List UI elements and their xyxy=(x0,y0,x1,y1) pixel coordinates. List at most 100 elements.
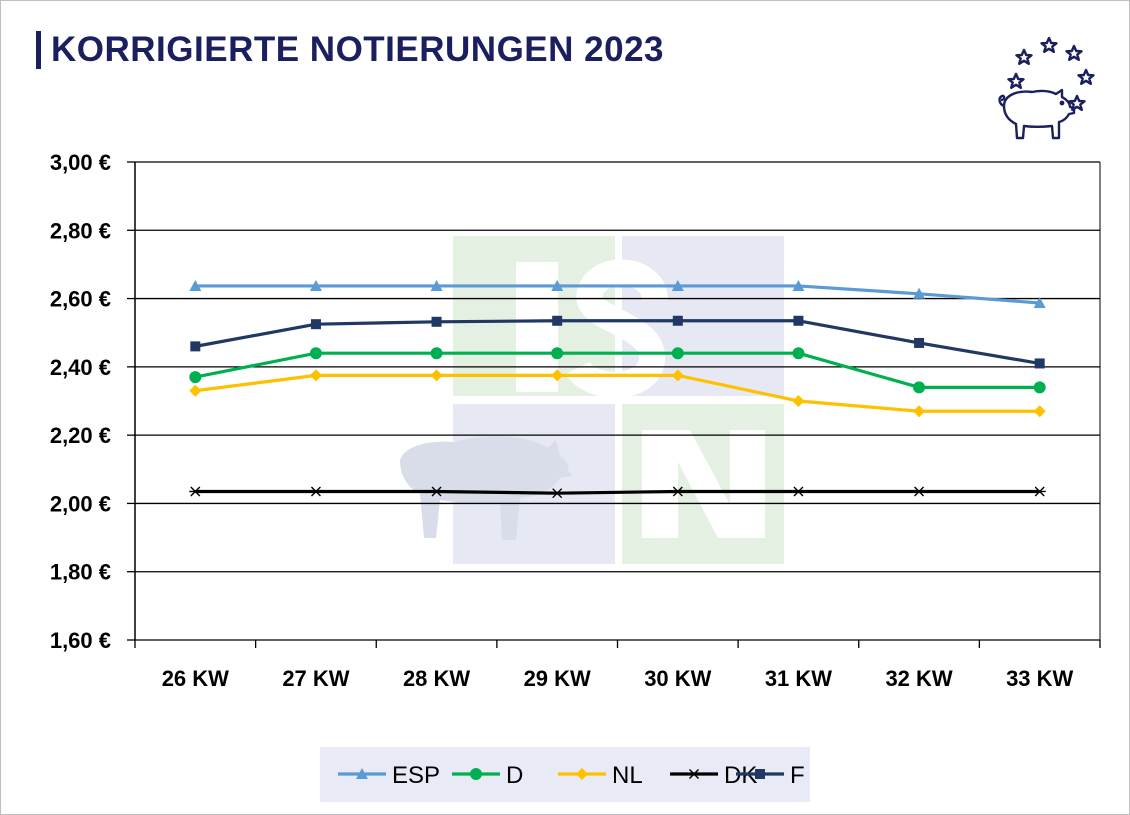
data-point-d xyxy=(309,347,322,360)
series-dk xyxy=(189,486,1046,499)
watermark-letter-i xyxy=(516,262,558,392)
chart-grid xyxy=(127,161,1100,641)
data-point-f xyxy=(431,316,442,327)
series-line-esp xyxy=(195,284,1040,305)
data-point-dk xyxy=(792,486,805,497)
x-tick-label: 29 KW xyxy=(524,666,591,691)
legend-marker-d xyxy=(470,768,482,780)
data-point-esp xyxy=(551,279,564,291)
y-tick-label: 2,20 € xyxy=(50,423,111,448)
star-icon xyxy=(1007,72,1025,89)
data-point-nl xyxy=(430,369,443,382)
data-point-d xyxy=(913,381,926,394)
pig-with-stars-icon xyxy=(998,36,1095,140)
data-point-nl xyxy=(189,384,202,397)
data-point-d xyxy=(189,371,202,384)
y-tick-label: 1,80 € xyxy=(50,560,111,585)
x-tick-label: 31 KW xyxy=(765,666,832,691)
legend-item-esp: ESP xyxy=(338,762,440,789)
x-tick-label: 33 KW xyxy=(1006,666,1073,691)
y-tick-label: 3,00 € xyxy=(50,150,111,175)
data-point-nl xyxy=(792,395,805,407)
data-point-d xyxy=(1033,381,1046,394)
data-point-esp xyxy=(309,279,322,291)
data-point-f xyxy=(552,315,563,326)
x-tick-label: 26 KW xyxy=(162,666,229,691)
legend-marker-nl xyxy=(576,768,588,780)
chart-legend: ESP D NL DK F xyxy=(320,747,810,802)
star-icon xyxy=(1068,94,1086,112)
data-point-f xyxy=(1034,358,1045,369)
data-point-dk xyxy=(430,486,443,497)
data-point-d xyxy=(671,347,684,360)
legend-marker-f xyxy=(755,769,765,779)
series-esp xyxy=(189,279,1046,309)
chart-series xyxy=(189,279,1046,499)
legend-marker-esp xyxy=(356,768,368,779)
x-tick-label: 32 KW xyxy=(885,666,952,691)
chart-axes xyxy=(134,162,1101,648)
y-tick-label: 2,00 € xyxy=(50,491,111,516)
title-accent-bar xyxy=(36,31,41,69)
data-point-f xyxy=(310,319,321,330)
data-point-dk xyxy=(309,486,322,497)
data-point-nl xyxy=(551,369,564,382)
legend-label-d: D xyxy=(506,762,523,789)
pig-tail xyxy=(998,94,1006,108)
series-d xyxy=(189,347,1046,394)
star-icon xyxy=(1065,44,1083,61)
series-line-nl xyxy=(195,373,1040,413)
legend-label-nl: NL xyxy=(612,762,643,789)
pig-eye xyxy=(1059,100,1065,106)
data-point-d xyxy=(430,347,443,360)
data-point-esp xyxy=(671,279,684,291)
x-tick-label: 27 KW xyxy=(282,666,349,691)
data-point-d xyxy=(792,347,805,360)
y-tick-label: 2,60 € xyxy=(50,287,111,312)
data-point-f xyxy=(914,337,925,348)
legend-label-esp: ESP xyxy=(392,762,440,789)
data-point-f xyxy=(190,341,201,352)
data-point-nl xyxy=(671,369,684,382)
star-icon xyxy=(1077,68,1095,85)
legend-label-f: F xyxy=(790,762,805,789)
series-line-dk xyxy=(195,489,1040,495)
watermark-letter-n xyxy=(642,430,765,538)
y-axis-labels: 1,60 € 1,80 € 2,00 € 2,20 € 2,40 € 2,60 € 2,80… xyxy=(50,150,111,653)
title-block: KORRIGIERTE NOTIERUNGEN 2023 xyxy=(36,30,664,70)
watermark-letter-s xyxy=(566,259,668,398)
series-line-d xyxy=(195,351,1040,389)
x-tick-label: 30 KW xyxy=(644,666,711,691)
x-tick-label: 28 KW xyxy=(403,666,470,691)
series-f xyxy=(190,315,1045,369)
y-tick-label: 2,40 € xyxy=(50,355,111,380)
isn-pig-watermark xyxy=(400,236,784,564)
series-nl xyxy=(189,369,1046,418)
data-point-f xyxy=(793,315,804,326)
legend-marker-dk xyxy=(688,769,700,779)
data-point-esp xyxy=(189,279,202,291)
y-tick-label: 1,60 € xyxy=(50,628,111,653)
watermark-pig xyxy=(400,436,572,540)
data-point-nl xyxy=(309,369,322,382)
data-point-d xyxy=(551,347,564,360)
data-point-nl xyxy=(913,405,926,418)
data-point-esp xyxy=(430,279,443,291)
star-icon xyxy=(1040,36,1058,53)
y-tick-label: 2,80 € xyxy=(50,218,111,243)
star-icon xyxy=(1015,48,1033,65)
data-point-dk xyxy=(189,486,202,497)
data-point-dk xyxy=(551,488,564,499)
data-point-esp xyxy=(1033,297,1046,309)
x-axis-labels: 26 KW 27 KW 28 KW 29 KW 30 KW 31 KW 32 KW 33 KW xyxy=(162,666,1074,691)
data-point-dk xyxy=(1033,486,1046,497)
legend-item-d: D xyxy=(452,762,523,789)
data-point-dk xyxy=(913,486,926,497)
data-point-esp xyxy=(913,287,926,299)
page-title: KORRIGIERTE NOTIERUNGEN 2023 xyxy=(51,30,664,69)
legend-item-f: F xyxy=(736,762,805,789)
data-point-esp xyxy=(792,279,805,291)
series-line-f xyxy=(195,319,1040,366)
data-point-nl xyxy=(1033,405,1046,418)
legend-item-nl: NL xyxy=(558,762,643,789)
